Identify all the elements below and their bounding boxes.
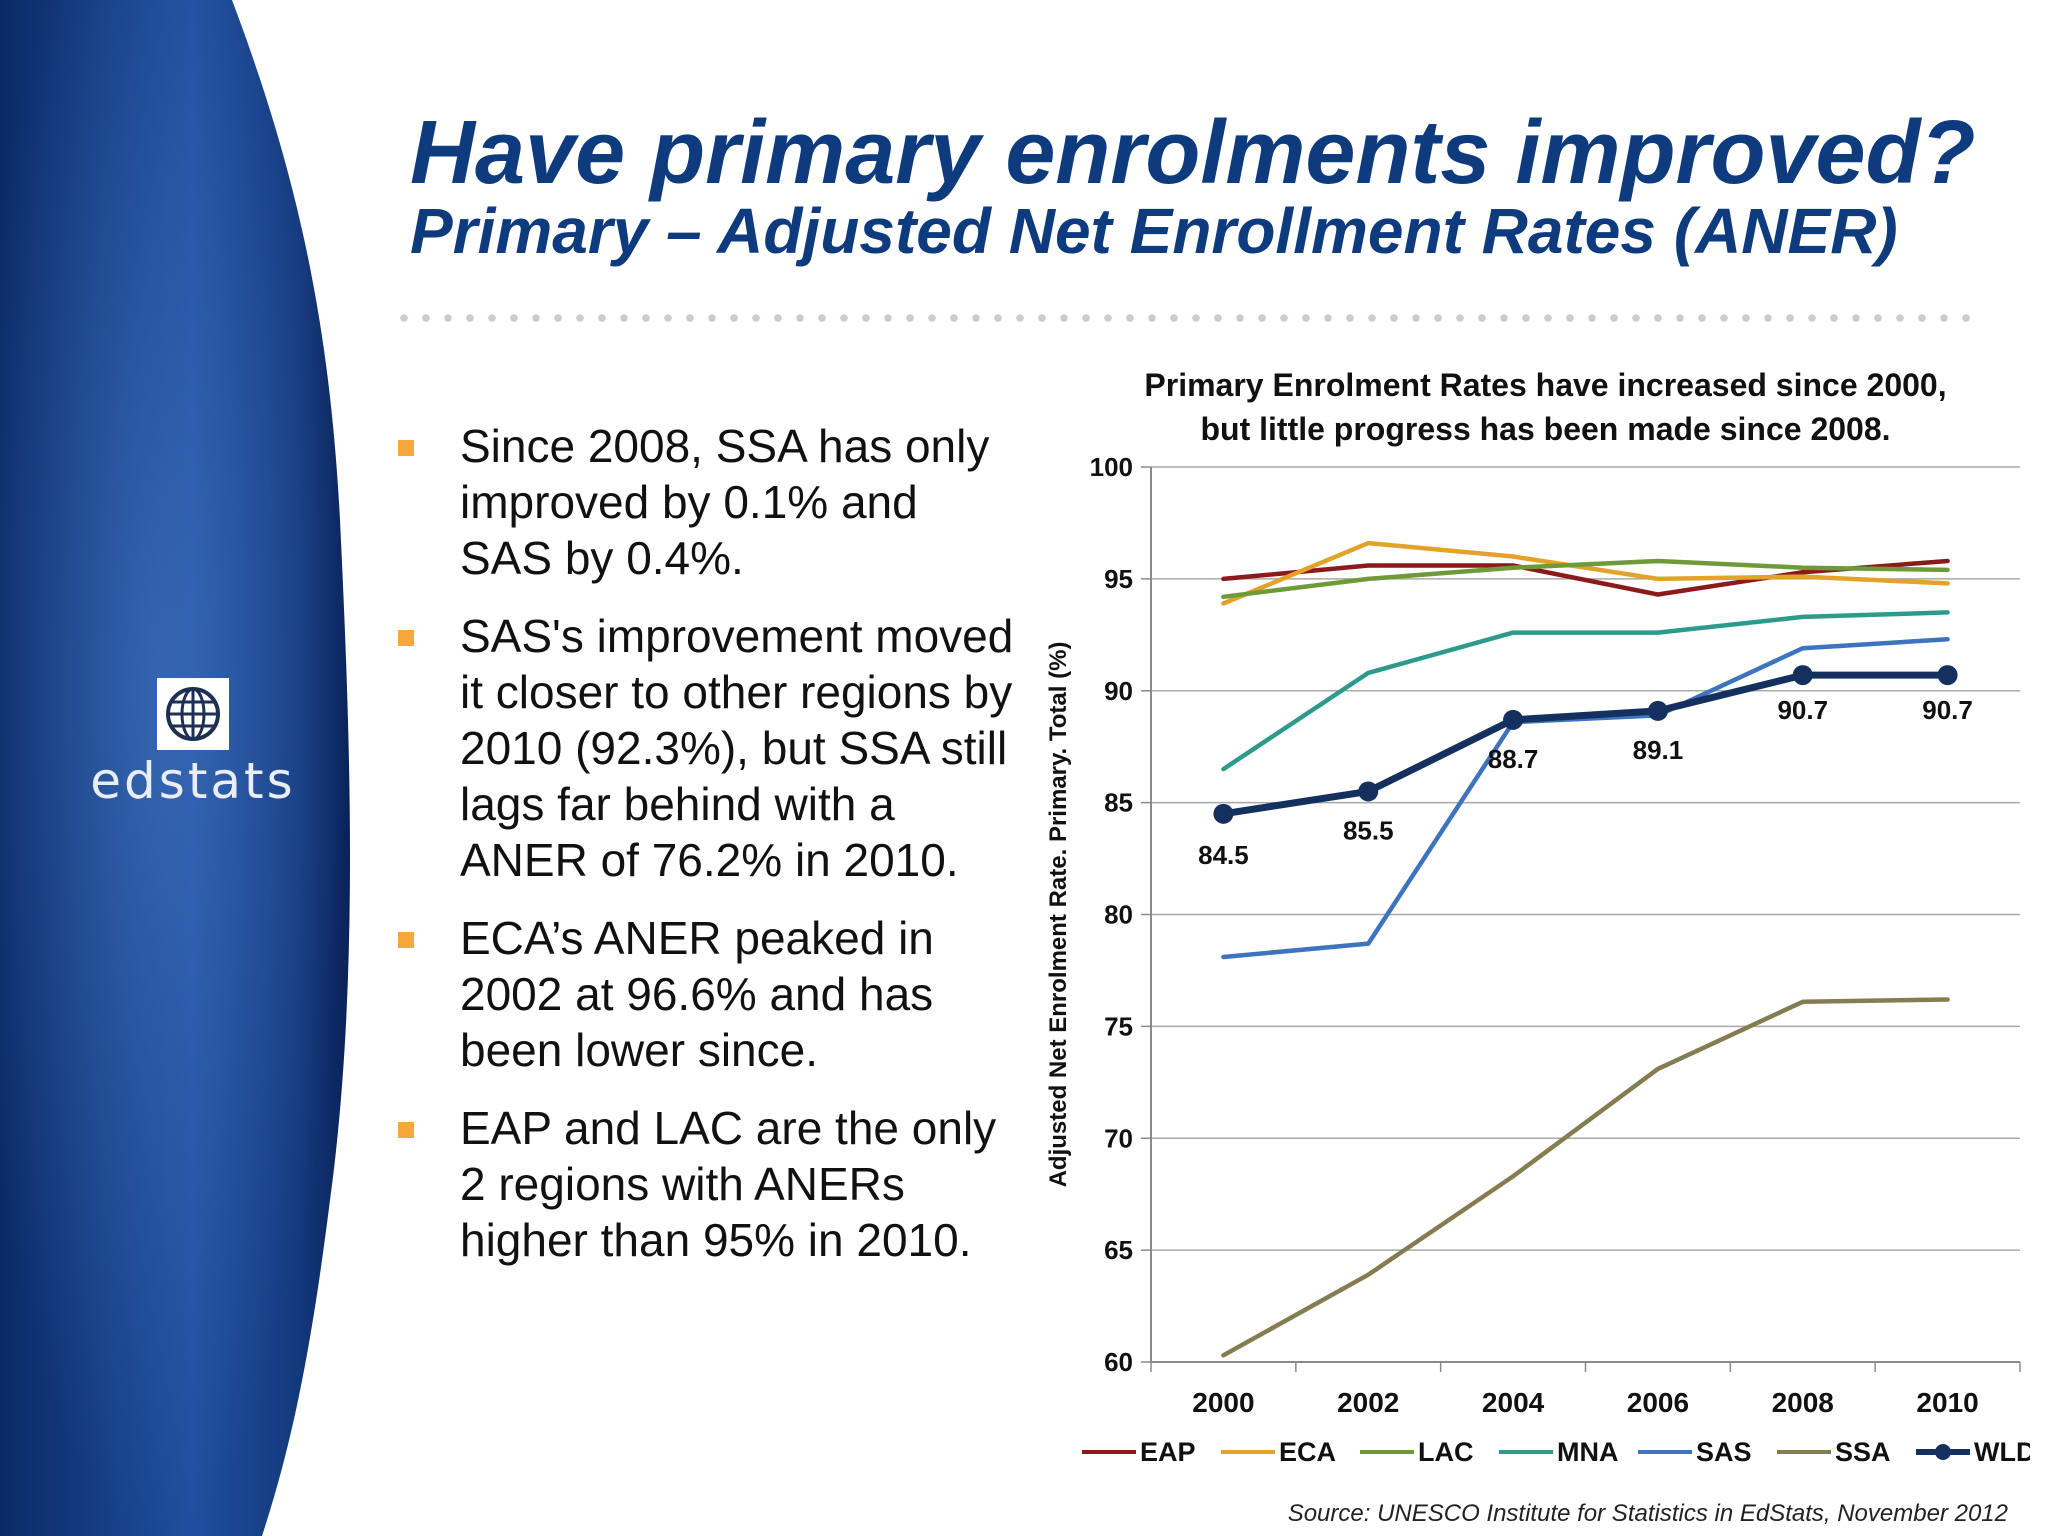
legend-label-ssa: SSA — [1835, 1437, 1891, 1467]
legend-label-eap: EAP — [1140, 1437, 1196, 1467]
chart-title-line: Primary Enrolment Rates have increased s… — [1144, 367, 1946, 403]
y-tick-label: 75 — [1104, 1011, 1133, 1041]
bullet-text: ECA’s ANER peaked in 2002 at 96.6% and h… — [460, 912, 934, 1076]
logo-text: edstats — [90, 752, 296, 810]
x-tick-label: 2000 — [1192, 1387, 1254, 1418]
x-tick-label: 2004 — [1482, 1387, 1545, 1418]
dotted-divider — [393, 313, 1973, 323]
bullet-square-icon — [398, 932, 414, 948]
data-point-wld — [1503, 709, 1524, 730]
bullet-square-icon — [398, 630, 414, 646]
bullet-list: Since 2008, SSA has only improved by 0.1… — [398, 418, 1018, 1290]
series-line-lac — [1221, 558, 1950, 600]
series-line-ssa — [1221, 997, 1950, 1358]
series-line-eap — [1221, 558, 1950, 597]
x-tick-label: 2008 — [1772, 1387, 1834, 1418]
bullet-text: Since 2008, SSA has only improved by 0.1… — [460, 420, 990, 584]
y-axis-label: Adjusted Net Enrolment Rate. Primary. To… — [1045, 642, 1072, 1188]
legend-label-wld: WLD — [1974, 1437, 2030, 1467]
chart-title: Primary Enrolment Rates have increased s… — [1144, 367, 1946, 447]
data-label: 85.5 — [1343, 815, 1394, 845]
legend-label-mna: MNA — [1557, 1437, 1619, 1467]
data-point-wld — [1358, 781, 1379, 802]
bullet-item: SAS's improvement moved it closer to oth… — [398, 608, 1018, 888]
bullet-text: EAP and LAC are the only 2 regions with … — [460, 1102, 997, 1266]
bullet-item: Since 2008, SSA has only improved by 0.1… — [398, 418, 1018, 586]
data-point-wld — [1792, 665, 1813, 686]
bullet-item: EAP and LAC are the only 2 regions with … — [398, 1100, 1018, 1268]
slide-subtitle: Primary – Adjusted Net Enrollment Rates … — [410, 195, 1898, 267]
bullet-text: SAS's improvement moved it closer to oth… — [460, 610, 1014, 886]
slide-title: Have primary enrolments improved? — [410, 103, 1976, 203]
x-tick-label: 2010 — [1916, 1387, 1978, 1418]
legend-label-lac: LAC — [1418, 1437, 1474, 1467]
chart-title-line: but little progress has been made since … — [1200, 411, 1890, 447]
line-chart: Primary Enrolment Rates have increased s… — [1045, 367, 2030, 1467]
series-line-eca — [1221, 540, 1950, 606]
y-tick-label: 80 — [1104, 900, 1133, 930]
data-point-wld — [1937, 665, 1958, 686]
y-tick-label: 60 — [1104, 1347, 1133, 1377]
data-label: 89.1 — [1633, 735, 1684, 765]
x-tick-label: 2006 — [1627, 1387, 1689, 1418]
y-tick-label: 95 — [1104, 564, 1133, 594]
data-point-wld — [1647, 700, 1668, 721]
globe-icon — [157, 678, 229, 750]
series-line-wld — [1219, 671, 1952, 818]
x-tick-label: 2002 — [1337, 1387, 1399, 1418]
bullet-item: ECA’s ANER peaked in 2002 at 96.6% and h… — [398, 910, 1018, 1078]
data-label: 88.7 — [1488, 744, 1539, 774]
sidebar-swoosh — [0, 0, 350, 1536]
bullet-square-icon — [398, 1122, 414, 1138]
series-line-mna — [1221, 610, 1950, 772]
y-tick-label: 90 — [1104, 676, 1133, 706]
data-label: 90.7 — [1922, 695, 1973, 725]
data-label: 84.5 — [1198, 840, 1249, 870]
y-tick-label: 85 — [1104, 788, 1133, 818]
data-point-wld — [1213, 803, 1234, 824]
legend-marker — [1935, 1444, 1951, 1460]
y-tick-label: 65 — [1104, 1235, 1133, 1265]
legend-label-sas: SAS — [1696, 1437, 1752, 1467]
legend-label-eca: ECA — [1279, 1437, 1336, 1467]
data-label: 90.7 — [1777, 695, 1828, 725]
y-tick-label: 70 — [1104, 1123, 1133, 1153]
source-note: Source: UNESCO Institute for Statistics … — [1287, 1500, 2008, 1527]
y-tick-label: 100 — [1090, 452, 1133, 482]
edstats-logo: edstats — [68, 678, 318, 806]
bullet-square-icon — [398, 440, 414, 456]
